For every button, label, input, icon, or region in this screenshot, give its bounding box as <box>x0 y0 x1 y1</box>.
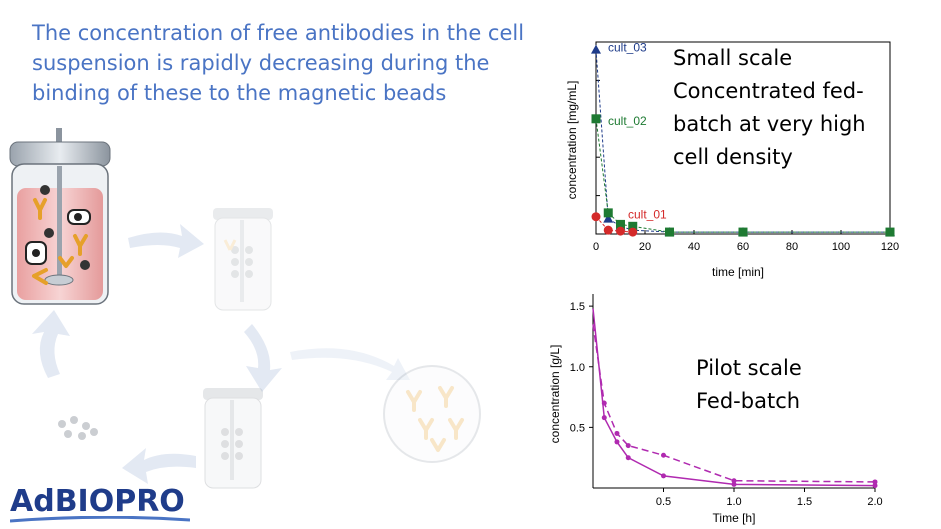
arrow-down-right <box>244 324 282 392</box>
data-point-cult_01 <box>591 212 601 222</box>
y-tick-label: 0.5 <box>570 422 585 434</box>
series-group <box>592 308 878 489</box>
x-tick-label: 40 <box>688 241 700 253</box>
x-tick-label: 0.5 <box>656 496 671 508</box>
data-point-dashed <box>661 452 666 458</box>
y-axis-label: concentration [mg/mL] <box>565 81 579 200</box>
data-point-dashed <box>731 478 737 484</box>
magnetic-bead <box>44 228 54 238</box>
data-point-cult_02 <box>665 227 674 237</box>
data-point-solid <box>614 439 620 445</box>
antibody-icon <box>32 198 88 285</box>
arrow-up-left <box>32 310 70 378</box>
data-point-cult_02 <box>603 208 613 218</box>
series-group: cult_03 cult_02 cult_01 <box>591 41 895 237</box>
data-point-solid <box>661 473 666 479</box>
data-point-cult_01 <box>616 226 625 236</box>
x-tick-label: 1.5 <box>797 496 812 508</box>
series-label-cult_02: cult_02 <box>608 114 647 128</box>
axis-ticks: 0.5 1.0 1.5 2.0 0.5 1.0 1.5 <box>570 301 883 508</box>
cycle-arrows <box>32 224 410 484</box>
bioreactor-main <box>9 128 111 305</box>
headline-line-2: suspension is rapidly decreasing during … <box>32 51 490 75</box>
series-label-cult_01: cult_01 <box>628 208 667 222</box>
data-point-cult_02 <box>616 219 625 229</box>
data-point-cult_03 <box>591 44 601 54</box>
x-tick-label: 120 <box>881 241 899 253</box>
magnetic-bead <box>80 260 90 270</box>
x-tick-label: 60 <box>737 241 749 253</box>
chart-pilot-scale: 0.5 1.0 1.5 2.0 0.5 1.0 1.5 Time [h] concentra… <box>548 294 883 525</box>
x-axis-label: Time [h] <box>713 511 756 525</box>
reactor-shaft <box>57 166 62 278</box>
callout-line: batch at very high <box>673 112 866 136</box>
reactor-impeller <box>44 274 74 286</box>
data-point-cult_02 <box>628 221 638 231</box>
data-point-solid <box>731 481 737 487</box>
x-tick-label: 0 <box>593 241 599 253</box>
data-point-cult_02 <box>591 114 601 124</box>
x-tick-label: 1.0 <box>726 496 741 508</box>
data-point-cult_02 <box>885 227 895 237</box>
data-point-cult_01 <box>628 227 638 237</box>
callout-line: cell density <box>673 145 793 169</box>
arrow-right-top <box>128 224 204 258</box>
callout-line: Small scale <box>673 46 793 70</box>
purified-antibody-circle <box>383 365 481 463</box>
series-label-cult_03: cult_03 <box>608 41 647 55</box>
data-point-solid <box>625 455 631 461</box>
y-tick-label: 1.5 <box>570 301 585 313</box>
reactor-stirrer-top <box>56 128 62 142</box>
data-point-cult_01 <box>603 225 613 235</box>
bioreactor-faded-bottom <box>203 388 263 489</box>
series-line-cult_01 <box>595 216 633 233</box>
callout-line: Concentrated fed- <box>673 79 864 103</box>
data-point-cult_02 <box>738 227 748 237</box>
headline-line-1: The concentration of free antibodies in … <box>32 21 525 45</box>
data-point-solid <box>872 483 878 489</box>
recycled-beads <box>58 416 98 440</box>
data-point-dashed <box>625 443 631 449</box>
callout-line: Fed-batch <box>696 389 801 413</box>
y-axis-label: concentration [g/L] <box>548 345 562 444</box>
arrow-left-bottom <box>122 448 196 484</box>
adbiopro-logo: AdBIOPRO <box>10 484 185 519</box>
logo-swoosh <box>10 516 190 523</box>
x-tick-label: 100 <box>832 241 850 253</box>
process-diagram <box>9 128 481 489</box>
callout-line: Pilot scale <box>696 356 802 380</box>
x-tick-label: 2.0 <box>867 496 882 508</box>
x-tick-label: 20 <box>639 241 651 253</box>
data-point-dashed <box>601 400 607 406</box>
data-point-cult_03 <box>603 213 614 223</box>
reactor-lid <box>9 141 111 167</box>
magnetic-bead <box>40 185 50 195</box>
chart-small-scale: 0 20 40 60 80 100 120 cult_03 cult_02 cult_01 ti… <box>565 41 899 279</box>
data-point-dashed <box>614 430 620 436</box>
data-point-dashed <box>872 479 878 485</box>
bound-bead-complex <box>67 209 91 225</box>
y-tick-label: 1.0 <box>570 362 585 374</box>
bound-bead-complex <box>25 241 47 265</box>
headline: The concentration of free antibodies in … <box>32 18 552 108</box>
headline-line-3: binding of these to the magnetic beads <box>32 81 447 105</box>
data-point-solid <box>601 415 607 421</box>
x-axis-ticks: 0 20 40 60 80 100 120 <box>593 79 899 253</box>
callout-pilot-scale: Pilot scale Fed-batch <box>696 352 802 418</box>
x-axis-label: time [min] <box>712 265 764 279</box>
arrow-to-product <box>290 348 410 380</box>
bioreactor-faded-top <box>213 208 273 311</box>
callout-small-scale: Small scale Concentrated fed- batch at v… <box>673 42 866 174</box>
x-tick-label: 80 <box>786 241 798 253</box>
